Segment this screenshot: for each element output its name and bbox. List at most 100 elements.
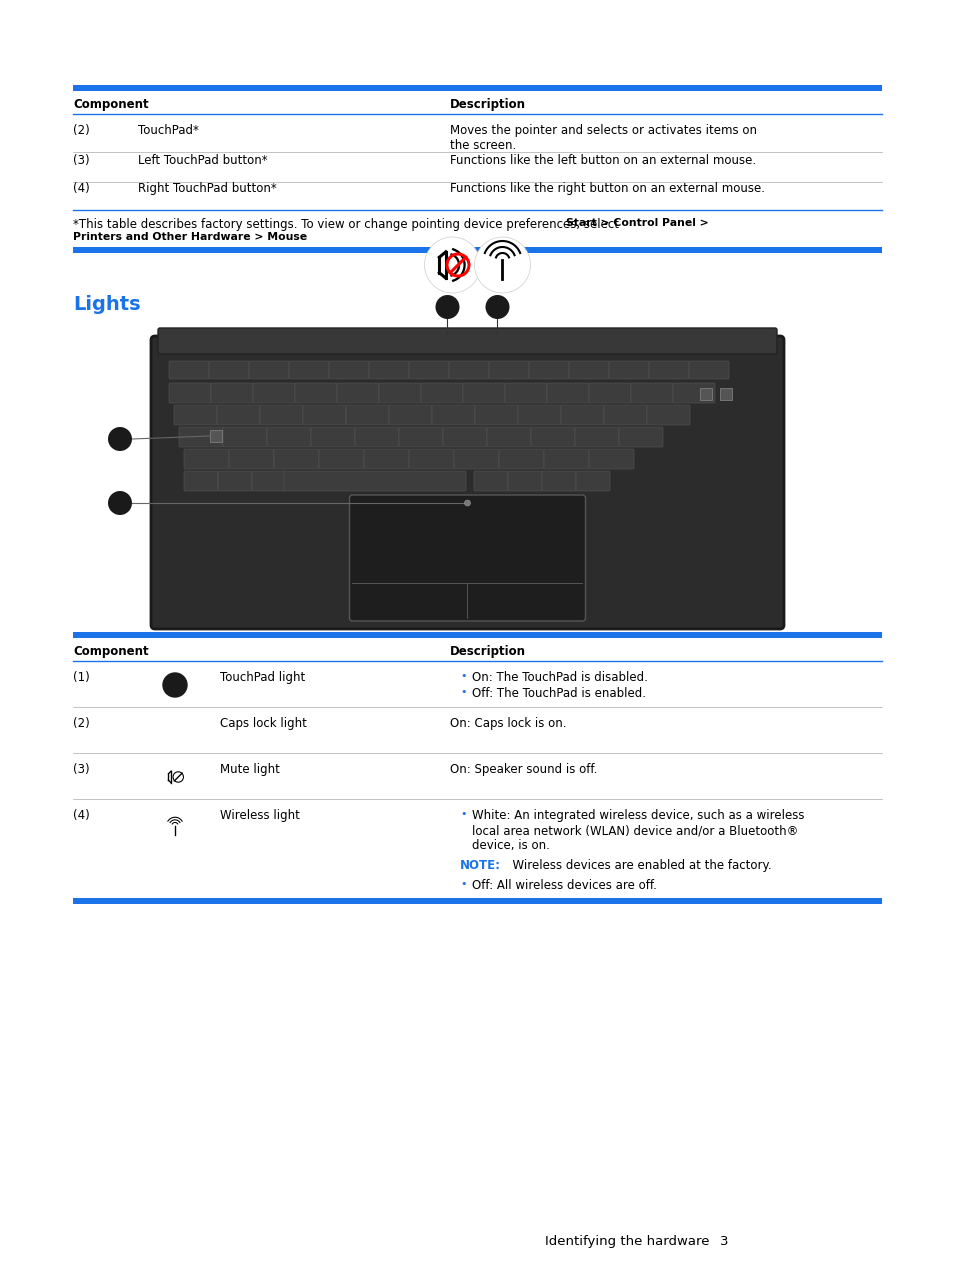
Circle shape (163, 673, 187, 697)
FancyBboxPatch shape (169, 361, 209, 378)
Text: On: Caps lock is on.: On: Caps lock is on. (450, 718, 566, 730)
Text: Wireless devices are enabled at the factory.: Wireless devices are enabled at the fact… (504, 859, 771, 872)
FancyBboxPatch shape (409, 361, 449, 378)
Text: 3: 3 (720, 1234, 728, 1248)
FancyBboxPatch shape (253, 384, 294, 403)
Text: Functions like the left button on an external mouse.: Functions like the left button on an ext… (450, 154, 756, 166)
Text: (4): (4) (73, 809, 90, 822)
FancyBboxPatch shape (648, 361, 688, 378)
FancyBboxPatch shape (504, 384, 546, 403)
Bar (73, 898, 882, 904)
Text: •: • (459, 809, 466, 819)
Text: Off: All wireless devices are off.: Off: All wireless devices are off. (472, 879, 657, 892)
FancyBboxPatch shape (318, 450, 364, 469)
FancyBboxPatch shape (568, 361, 608, 378)
FancyBboxPatch shape (260, 405, 303, 425)
FancyBboxPatch shape (151, 337, 783, 629)
FancyBboxPatch shape (462, 384, 504, 403)
FancyBboxPatch shape (355, 427, 398, 447)
Text: Identifying the hardware: Identifying the hardware (545, 1234, 709, 1248)
Text: *This table describes factory settings. To view or change pointing device prefer: *This table describes factory settings. … (73, 218, 622, 231)
FancyBboxPatch shape (336, 384, 378, 403)
FancyBboxPatch shape (294, 384, 336, 403)
Text: •: • (459, 687, 466, 697)
Text: (2): (2) (73, 718, 90, 730)
FancyBboxPatch shape (498, 450, 543, 469)
Text: Left TouchPad button*: Left TouchPad button* (138, 154, 268, 166)
FancyBboxPatch shape (249, 361, 289, 378)
Text: (3): (3) (73, 154, 90, 166)
FancyBboxPatch shape (303, 405, 346, 425)
FancyBboxPatch shape (672, 384, 714, 403)
FancyBboxPatch shape (346, 405, 389, 425)
FancyBboxPatch shape (284, 471, 465, 491)
FancyBboxPatch shape (179, 427, 223, 447)
FancyBboxPatch shape (529, 361, 568, 378)
FancyBboxPatch shape (576, 471, 609, 491)
FancyBboxPatch shape (211, 384, 253, 403)
Text: TouchPad light: TouchPad light (220, 671, 305, 685)
Text: Wireless light: Wireless light (220, 809, 299, 822)
Text: Functions like the right button on an external mouse.: Functions like the right button on an ex… (450, 182, 764, 196)
Text: (4): (4) (73, 182, 90, 196)
FancyBboxPatch shape (449, 361, 489, 378)
FancyBboxPatch shape (543, 450, 588, 469)
Text: Component: Component (73, 645, 149, 658)
Text: 4: 4 (493, 302, 501, 312)
Bar (210, 431, 222, 442)
FancyBboxPatch shape (474, 471, 507, 491)
Text: Description: Description (450, 98, 525, 110)
Text: Right TouchPad button*: Right TouchPad button* (138, 182, 276, 196)
FancyBboxPatch shape (688, 361, 728, 378)
Bar (73, 632, 882, 638)
Text: Moves the pointer and selects or activates items on
the screen.: Moves the pointer and selects or activat… (450, 124, 757, 152)
Text: Caps lock light: Caps lock light (220, 718, 307, 730)
FancyBboxPatch shape (378, 384, 420, 403)
FancyBboxPatch shape (209, 361, 249, 378)
FancyBboxPatch shape (531, 427, 575, 447)
FancyBboxPatch shape (216, 405, 260, 425)
Text: •: • (459, 879, 466, 889)
FancyBboxPatch shape (541, 471, 576, 491)
FancyBboxPatch shape (252, 471, 286, 491)
FancyBboxPatch shape (454, 450, 498, 469)
FancyBboxPatch shape (311, 427, 355, 447)
FancyBboxPatch shape (546, 384, 588, 403)
FancyBboxPatch shape (169, 384, 211, 403)
Text: 3: 3 (443, 302, 451, 312)
FancyBboxPatch shape (173, 405, 216, 425)
Text: Component: Component (73, 98, 149, 110)
FancyBboxPatch shape (409, 450, 454, 469)
FancyBboxPatch shape (588, 384, 630, 403)
FancyBboxPatch shape (349, 495, 585, 621)
Bar (720, 389, 731, 400)
FancyBboxPatch shape (442, 427, 486, 447)
Text: 1: 1 (116, 498, 124, 508)
FancyBboxPatch shape (489, 361, 529, 378)
FancyBboxPatch shape (618, 427, 662, 447)
Text: On: Speaker sound is off.: On: Speaker sound is off. (450, 763, 597, 776)
Bar (73, 246, 882, 253)
Text: (2): (2) (73, 124, 90, 137)
Text: 2: 2 (116, 434, 124, 444)
FancyBboxPatch shape (329, 361, 369, 378)
FancyBboxPatch shape (646, 405, 689, 425)
Text: NOTE:: NOTE: (459, 859, 500, 872)
Bar (73, 85, 882, 91)
FancyBboxPatch shape (608, 361, 648, 378)
Text: On: The TouchPad is disabled.: On: The TouchPad is disabled. (472, 671, 647, 685)
FancyBboxPatch shape (289, 361, 329, 378)
FancyBboxPatch shape (432, 405, 475, 425)
Text: (3): (3) (73, 763, 90, 776)
Text: •: • (459, 671, 466, 681)
FancyBboxPatch shape (369, 361, 409, 378)
Text: Printers and Other Hardware > Mouse: Printers and Other Hardware > Mouse (73, 232, 307, 243)
Circle shape (464, 500, 470, 505)
Circle shape (424, 237, 480, 293)
FancyBboxPatch shape (389, 405, 432, 425)
FancyBboxPatch shape (229, 450, 274, 469)
Text: (1): (1) (73, 671, 90, 685)
Text: .: . (294, 232, 298, 243)
Text: Description: Description (450, 645, 525, 658)
FancyBboxPatch shape (223, 427, 267, 447)
